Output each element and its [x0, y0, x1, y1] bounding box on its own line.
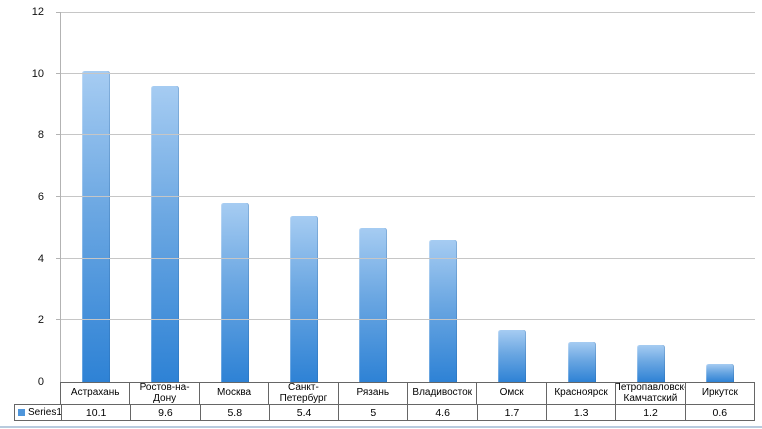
y-axis-tick-label: 12: [31, 6, 44, 18]
y-axis-tick: [56, 319, 61, 321]
gridline-12: [61, 12, 755, 13]
bar-Иркутск: [706, 363, 735, 382]
gridline-6: [61, 196, 755, 197]
category-label: Омск: [476, 383, 545, 404]
gridline-2: [61, 319, 755, 321]
category-label: Ростов-на-Дону: [129, 383, 198, 404]
category-label: Астрахань: [70, 387, 120, 399]
bar-Рязань: [359, 227, 388, 382]
y-axis-tick-label: 4: [37, 252, 44, 265]
y-axis-tick-label: 0: [37, 376, 44, 388]
value-cell: 5.8: [199, 405, 269, 420]
bar-Владивосток: [428, 240, 457, 382]
y-axis-tick: [56, 72, 61, 74]
value-cell: 9.6: [130, 405, 199, 420]
category-row: Астрахань Ростов-на-Дону Москва Санкт-Петер…: [60, 382, 755, 405]
bar-slot: [61, 12, 130, 382]
legend-cell: Series1: [15, 405, 61, 420]
data-table: Астрахань Ростов-на-Дону Москва Санкт-Петер…: [14, 382, 755, 421]
y-axis-tick-label: 2: [37, 314, 44, 327]
value-cell: 0.6: [684, 405, 754, 420]
bottom-divider-line: [0, 426, 762, 428]
category-label: Владивосток: [407, 383, 476, 404]
bar-slot: [200, 12, 269, 382]
bar-Омск: [498, 329, 527, 382]
category-label: Иркутск: [684, 383, 754, 404]
category-label: Москва: [198, 383, 268, 404]
y-axis-tick: [56, 196, 61, 197]
bar-slot: [686, 12, 755, 382]
category-label: Санкт-Петербург: [268, 383, 337, 404]
bar-Москва: [220, 203, 249, 382]
gridline-4: [61, 257, 755, 259]
value-cell: 5.4: [268, 405, 338, 420]
category-label: Красноярск: [545, 383, 615, 404]
value-cell: 1.3: [546, 405, 615, 420]
y-axis-tick-label: 8: [37, 129, 44, 142]
y-axis-tick-label: 10: [31, 67, 44, 80]
bar-slots: [61, 12, 755, 382]
bar-Санкт-Петербург: [289, 215, 318, 382]
bar-slot: [130, 12, 199, 382]
bar-slot: [616, 12, 685, 382]
value-row: Series1 10.1 9.6 5.8 5.4 5 4.6 1.7 1.3 1.2 0.6: [14, 404, 755, 421]
value-cell: 1.7: [476, 405, 546, 420]
gridline-8: [61, 134, 755, 136]
value-cell: 4.6: [407, 405, 476, 420]
y-axis: 0 2 4 6 8 10 12: [0, 6, 52, 388]
value-cell: 1.2: [615, 405, 684, 420]
bar-Астрахань: [81, 70, 110, 382]
category-label: Рязань: [337, 383, 407, 404]
bar-slot: [477, 12, 546, 382]
series-color-swatch-icon: [18, 409, 25, 416]
bar-Ростов-на-Дону: [151, 86, 180, 382]
y-axis-tick: [56, 257, 61, 259]
bar-slot: [339, 12, 408, 382]
value-cell: 5: [338, 405, 407, 420]
y-axis-tick-label: 6: [37, 191, 44, 203]
bar-slot: [408, 12, 477, 382]
bar-Петропавловск-Камчатский: [636, 345, 665, 382]
value-cell: 10.1: [61, 405, 130, 420]
gridline-10: [61, 72, 755, 74]
bar-slot: [269, 12, 338, 382]
bar-Красноярск: [567, 341, 596, 382]
category-label: Петропавловск-Камчатский: [615, 383, 685, 404]
bar-slot: [547, 12, 616, 382]
plot-area: [56, 12, 755, 382]
y-axis-tick: [56, 134, 61, 136]
series-name-label: Series1: [28, 407, 61, 418]
y-axis-tick: [56, 12, 61, 13]
